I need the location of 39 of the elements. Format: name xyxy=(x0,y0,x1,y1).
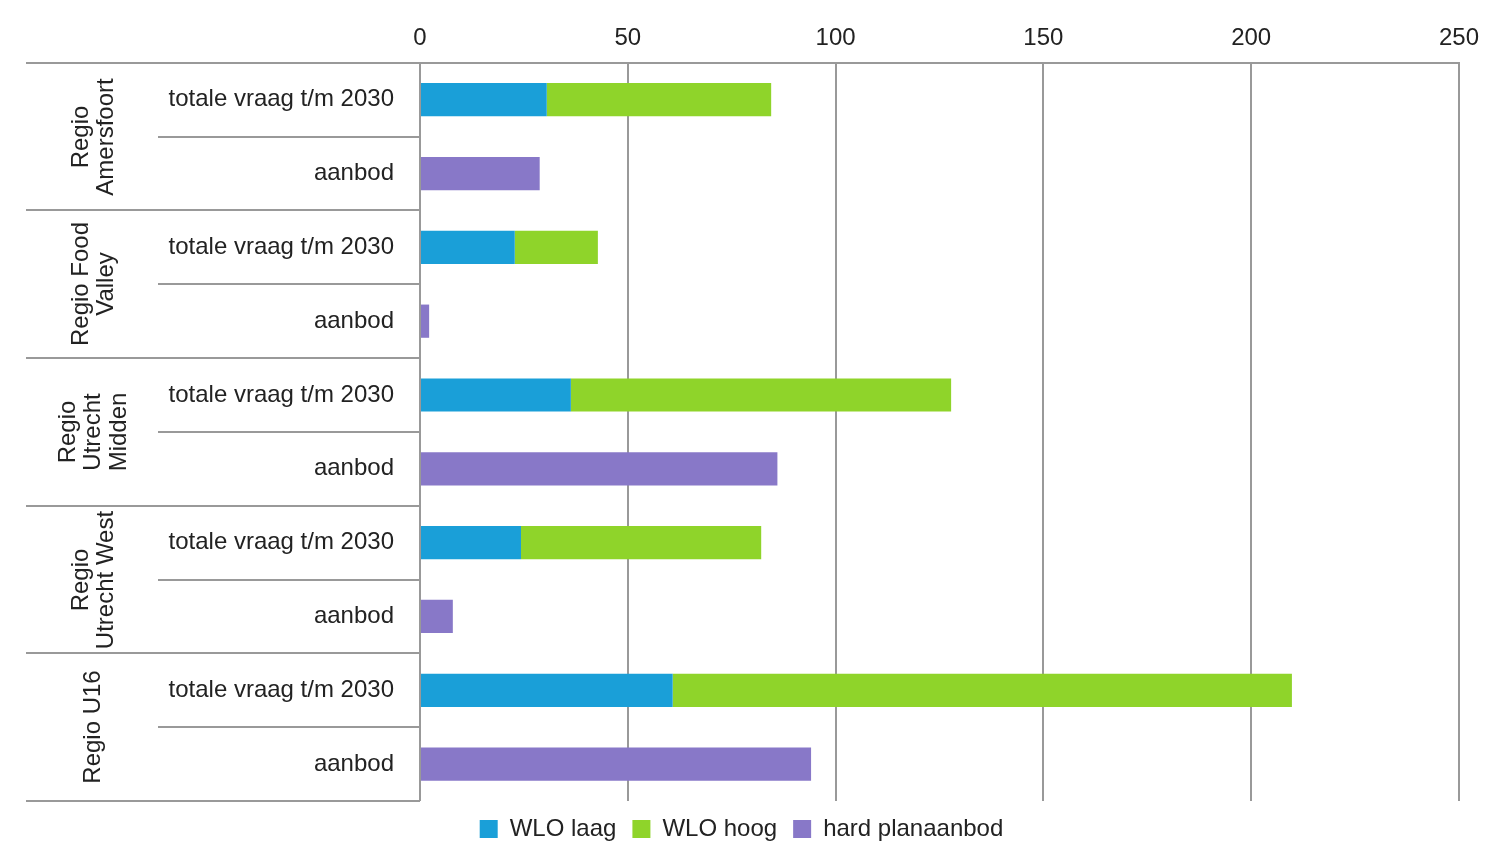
bar xyxy=(421,747,812,781)
text: Regio Utrecht West xyxy=(64,509,119,650)
bar xyxy=(421,83,547,117)
x-tick-label: 100 xyxy=(815,23,856,51)
bar xyxy=(421,526,521,560)
y-tick-label: totale vraag t/m 2030 xyxy=(168,231,394,259)
y-tick-label: aanbod xyxy=(313,601,394,629)
bar xyxy=(514,230,598,264)
bar xyxy=(421,230,515,264)
y-tick-label: aanbod xyxy=(313,453,394,481)
y-tick-label: totale vraag t/m 2030 xyxy=(168,674,394,702)
bar xyxy=(570,378,952,412)
bar xyxy=(546,83,772,117)
y-tick-label: aanbod xyxy=(313,748,394,776)
y-tick-label: totale vraag t/m 2030 xyxy=(168,527,394,555)
y-tick-label: totale vraag t/m 2030 xyxy=(168,379,394,407)
text: Regio Food Valley xyxy=(64,221,119,349)
legend-label: WLO laag xyxy=(509,813,617,841)
legend-label: WLO hoog xyxy=(662,813,778,841)
x-tick-label: 150 xyxy=(1023,23,1064,51)
bar xyxy=(421,599,453,634)
text: Regio Utrecht Midden xyxy=(52,391,132,474)
text: Regio Amersfoort xyxy=(64,76,119,198)
text: Regio U16 xyxy=(77,669,107,786)
bar xyxy=(421,304,430,338)
bar xyxy=(421,156,540,191)
bar xyxy=(520,526,762,560)
legend-label: hard planaanbod xyxy=(823,813,1004,841)
x-tick-label: 250 xyxy=(1438,23,1479,51)
y-tick-label: aanbod xyxy=(313,158,394,186)
x-tick-label: 200 xyxy=(1231,23,1272,51)
bar xyxy=(421,673,673,707)
x-tick-label: 50 xyxy=(614,23,642,51)
bar xyxy=(421,452,778,486)
x-tick-label: 0 xyxy=(413,23,427,51)
y-tick-label: totale vraag t/m 2030 xyxy=(168,84,394,112)
bar xyxy=(672,673,1292,707)
y-tick-label: aanbod xyxy=(313,305,394,333)
bar xyxy=(421,378,571,412)
